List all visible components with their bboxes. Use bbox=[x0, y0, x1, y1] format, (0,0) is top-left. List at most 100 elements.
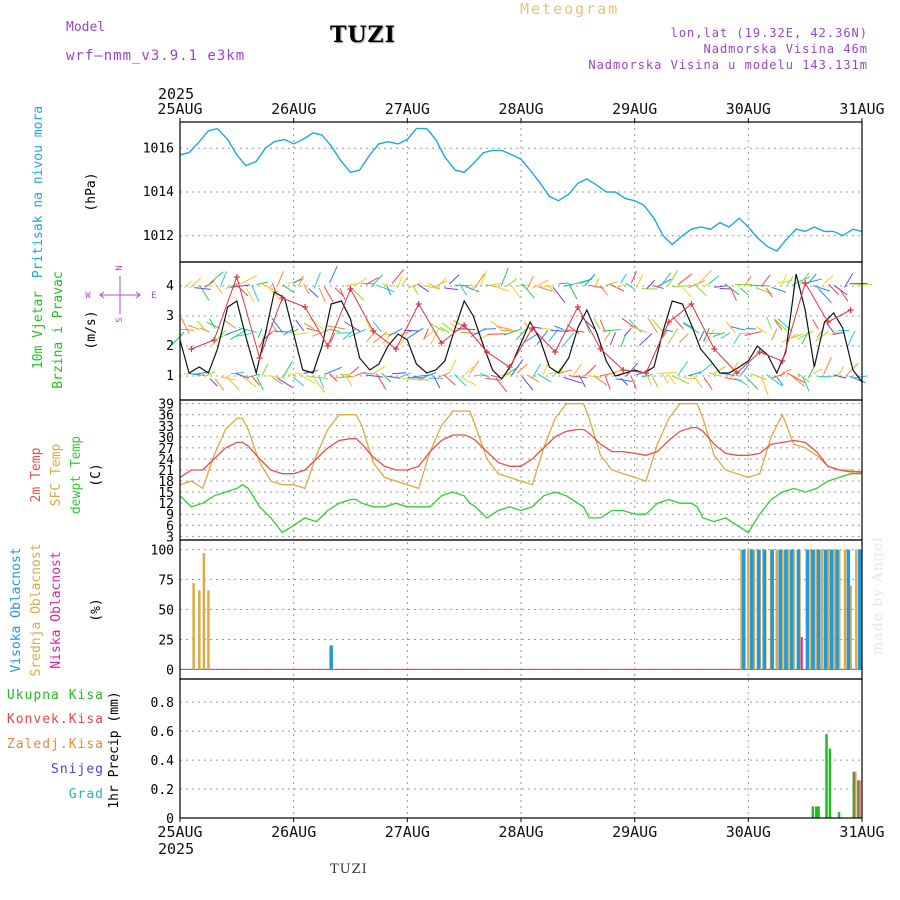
high-cloud-bar bbox=[835, 549, 839, 670]
wind-direction-arrow bbox=[400, 330, 413, 335]
wind-direction-arrow bbox=[802, 377, 810, 392]
wind-direction-arrow bbox=[454, 374, 467, 387]
wind-direction-arrow bbox=[391, 372, 407, 375]
wind-gust-marker bbox=[824, 319, 831, 325]
cloud-tick-label: 75 bbox=[158, 574, 174, 589]
wind-gust-marker bbox=[324, 343, 331, 349]
wind-direction-arrow bbox=[313, 272, 321, 289]
wind-direction-arrow bbox=[225, 282, 241, 290]
wind-direction-arrow bbox=[179, 328, 195, 331]
wind-direction-arrow bbox=[469, 360, 480, 374]
x-tick-label-bottom: 28AUG bbox=[498, 823, 543, 841]
wind-direction-arrow bbox=[511, 285, 521, 299]
high-cloud-bar bbox=[742, 549, 746, 670]
wind-direction-arrow bbox=[566, 324, 580, 335]
wind-gust-marker bbox=[233, 274, 240, 280]
wind-direction-arrow bbox=[500, 267, 509, 287]
wind-direction-arrow bbox=[561, 332, 575, 348]
wind-direction-arrow bbox=[402, 377, 423, 381]
wind-direction-arrow bbox=[266, 285, 280, 300]
wind-direction-arrow bbox=[605, 281, 618, 287]
wind-direction-arrow bbox=[698, 363, 713, 375]
wind-direction-arrow bbox=[729, 286, 737, 301]
high-cloud-bar bbox=[846, 549, 851, 670]
wind-direction-arrow bbox=[365, 318, 372, 332]
wind-direction-arrow bbox=[245, 287, 255, 303]
wind-direction-arrow bbox=[238, 327, 257, 333]
mid-cloud-bar bbox=[775, 549, 778, 670]
wind-tick-label: 2 bbox=[166, 339, 174, 354]
wind-direction-arrow bbox=[295, 319, 305, 331]
wind-direction-arrow bbox=[620, 273, 627, 284]
total-rain-bar bbox=[857, 780, 860, 818]
wind-direction-arrow bbox=[828, 283, 839, 296]
year-label-top: 2025 bbox=[158, 85, 194, 103]
wind-direction-arrow bbox=[740, 287, 749, 296]
precip-unit-label: 1hr Precip (mm) bbox=[107, 691, 122, 808]
wind-direction-arrow bbox=[469, 283, 478, 293]
wind-direction-arrow bbox=[625, 282, 636, 290]
wind-direction-arrow bbox=[388, 328, 403, 337]
wind-direction-arrow bbox=[542, 360, 551, 376]
mid-cloud-bar bbox=[826, 549, 830, 670]
wind-direction-arrow bbox=[406, 327, 424, 340]
wind-direction-arrow bbox=[199, 284, 210, 301]
wind-direction-arrow bbox=[225, 375, 240, 391]
temp-tick-label: 18 bbox=[158, 475, 174, 490]
wind-direction-arrow bbox=[483, 328, 497, 330]
wind-direction-arrow bbox=[515, 327, 528, 341]
mid-cloud-bar bbox=[792, 549, 796, 670]
wind-direction-arrow bbox=[547, 371, 564, 375]
wind-direction-arrow bbox=[297, 275, 304, 287]
wind-gust-marker bbox=[256, 355, 263, 361]
wind-direction-arrow bbox=[628, 319, 642, 333]
wind-direction-arrow bbox=[407, 282, 422, 289]
wind-direction-arrow bbox=[646, 373, 652, 386]
mid-cloud-bar bbox=[192, 583, 195, 670]
wind-direction-arrow bbox=[194, 287, 211, 290]
wind-direction-arrow bbox=[726, 321, 736, 334]
wind-direction-arrow bbox=[479, 270, 488, 287]
wind-direction-arrow bbox=[667, 373, 676, 385]
mid-cloud-bar bbox=[815, 549, 818, 670]
wind-direction-arrow bbox=[526, 374, 540, 383]
wind-direction-arrow bbox=[826, 323, 835, 334]
wind-direction-arrow bbox=[714, 285, 728, 288]
wind-direction-arrow bbox=[234, 332, 252, 338]
wind-direction-arrow bbox=[829, 330, 840, 336]
wind-direction-arrow bbox=[459, 376, 477, 386]
mid-cloud-bar bbox=[843, 549, 847, 670]
temp-tick-label: 36 bbox=[158, 409, 174, 424]
cloud-tick-label: 0 bbox=[166, 663, 174, 678]
wind-direction-arrow bbox=[579, 279, 590, 285]
wind-direction-arrow bbox=[308, 317, 325, 331]
wind-gust-marker bbox=[756, 349, 763, 355]
mid-cloud-bar bbox=[207, 590, 210, 670]
wind-gust-marker bbox=[779, 358, 786, 364]
compass-north: N bbox=[115, 265, 125, 270]
wind-direction-arrow bbox=[423, 328, 429, 340]
panel-frame bbox=[179, 678, 863, 819]
wind-direction-arrow bbox=[524, 333, 538, 343]
year-label-bottom: 2025 bbox=[158, 840, 194, 858]
wind-direction-arrow bbox=[464, 366, 474, 376]
wind-direction-arrow bbox=[563, 377, 583, 384]
wind-direction-arrow bbox=[599, 319, 606, 333]
wind-direction-arrow bbox=[329, 373, 338, 382]
precip-tick-label: 0 bbox=[166, 812, 174, 827]
wind-direction-arrow bbox=[599, 285, 609, 296]
convective-rain-bar bbox=[858, 780, 862, 818]
high-cloud-bar bbox=[762, 549, 766, 670]
wind-direction-arrow bbox=[584, 364, 597, 377]
wind-direction-arrow bbox=[629, 325, 647, 333]
mid-cloud-bar bbox=[747, 549, 750, 670]
wind-direction-arrow bbox=[815, 330, 830, 342]
wind-unit-label: (m/s) bbox=[84, 310, 99, 349]
wind-direction-arrow bbox=[329, 332, 336, 344]
high-cloud-bar bbox=[756, 549, 761, 670]
wind-direction-arrow bbox=[209, 378, 218, 387]
wind-direction-arrow bbox=[283, 328, 294, 336]
mid-cloud-axis-label: Srednja Oblacnost bbox=[29, 543, 44, 676]
mid-cloud-bar bbox=[838, 549, 841, 670]
wind-gust-line bbox=[191, 275, 851, 374]
